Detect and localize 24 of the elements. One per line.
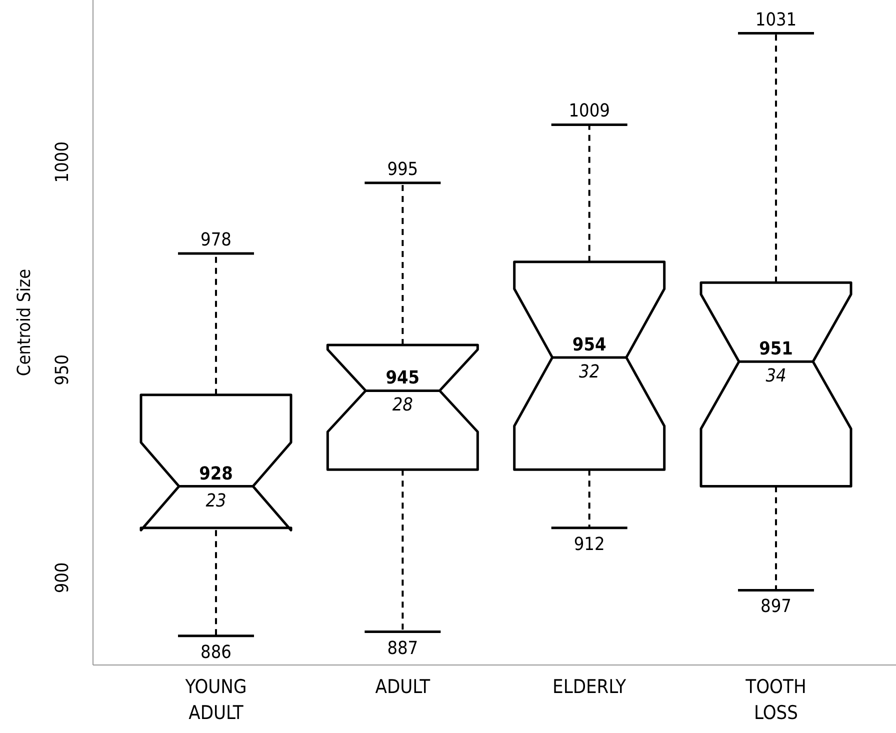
annotation: 951 (759, 338, 793, 360)
y-tick-label: 900 (52, 562, 73, 594)
annotation: 32 (579, 361, 600, 382)
annotation: 1009 (568, 100, 610, 122)
annotation: 912 (574, 534, 605, 555)
annotation: 23 (206, 490, 226, 512)
x-tick-label: YOUNG ADULT (184, 676, 247, 724)
x-tick-label: ELDERLY (552, 676, 627, 698)
annotation: 897 (760, 596, 792, 618)
annotation: 1031 (755, 9, 797, 30)
annotation: 945 (386, 368, 420, 389)
y-axis-title: Centroid Size (14, 268, 35, 376)
annotation: 954 (572, 334, 606, 356)
annotation: 34 (766, 366, 786, 387)
annotation: 928 (199, 463, 233, 484)
annotation: 886 (200, 642, 232, 663)
annotation: 28 (392, 394, 413, 416)
annotation: 887 (387, 638, 418, 659)
x-tick-label: ADULT (375, 676, 431, 698)
annotation: 978 (200, 230, 232, 251)
y-tick-label: 950 (52, 354, 73, 386)
x-tick-label: TOOTH LOSS (744, 676, 806, 724)
annotation: 995 (387, 158, 418, 180)
y-tick-label: 1000 (52, 141, 73, 183)
